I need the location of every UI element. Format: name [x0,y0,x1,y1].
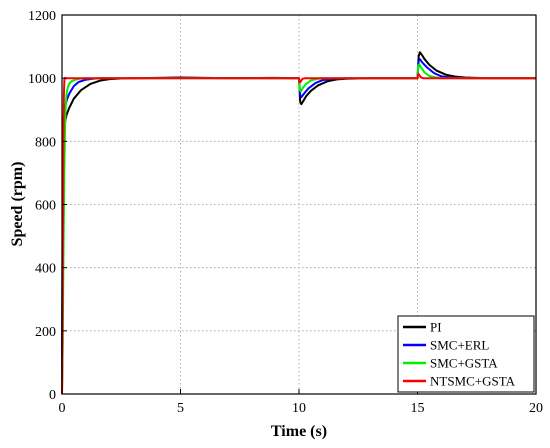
y-axis-title: Speed (rpm) [9,162,26,247]
legend-label: SMC+ERL [430,338,489,353]
y-tick-label: 400 [35,262,56,277]
legend-label: SMC+GSTA [430,356,498,371]
y-tick-label: 200 [35,325,56,340]
legend-box [397,315,535,393]
x-tick-label: 20 [529,401,543,416]
x-tick-label: 0 [59,401,66,416]
x-tick-label: 5 [177,401,184,416]
y-tick-label: 800 [35,135,56,150]
x-tick-label: 15 [411,401,425,416]
legend: PI SMC+ERL SMC+GSTA NTSMC+GSTA [397,315,535,393]
series-line-ntsmc-gsta [61,73,536,395]
y-tick-label: 1200 [28,9,56,24]
legend-label: NTSMC+GSTA [430,374,516,389]
y-tick-label: 0 [49,388,56,403]
series-line-smc-gsta [61,63,536,395]
x-tick-label: 10 [292,401,306,416]
series-line-pi [61,51,536,395]
y-tick-label: 600 [35,199,56,214]
legend-label: PI [430,320,442,335]
x-axis-title: Time (s) [271,423,327,440]
y-tick-label: 1000 [28,72,56,87]
series-layer [61,51,536,395]
series-line-smc-erl [61,58,536,395]
